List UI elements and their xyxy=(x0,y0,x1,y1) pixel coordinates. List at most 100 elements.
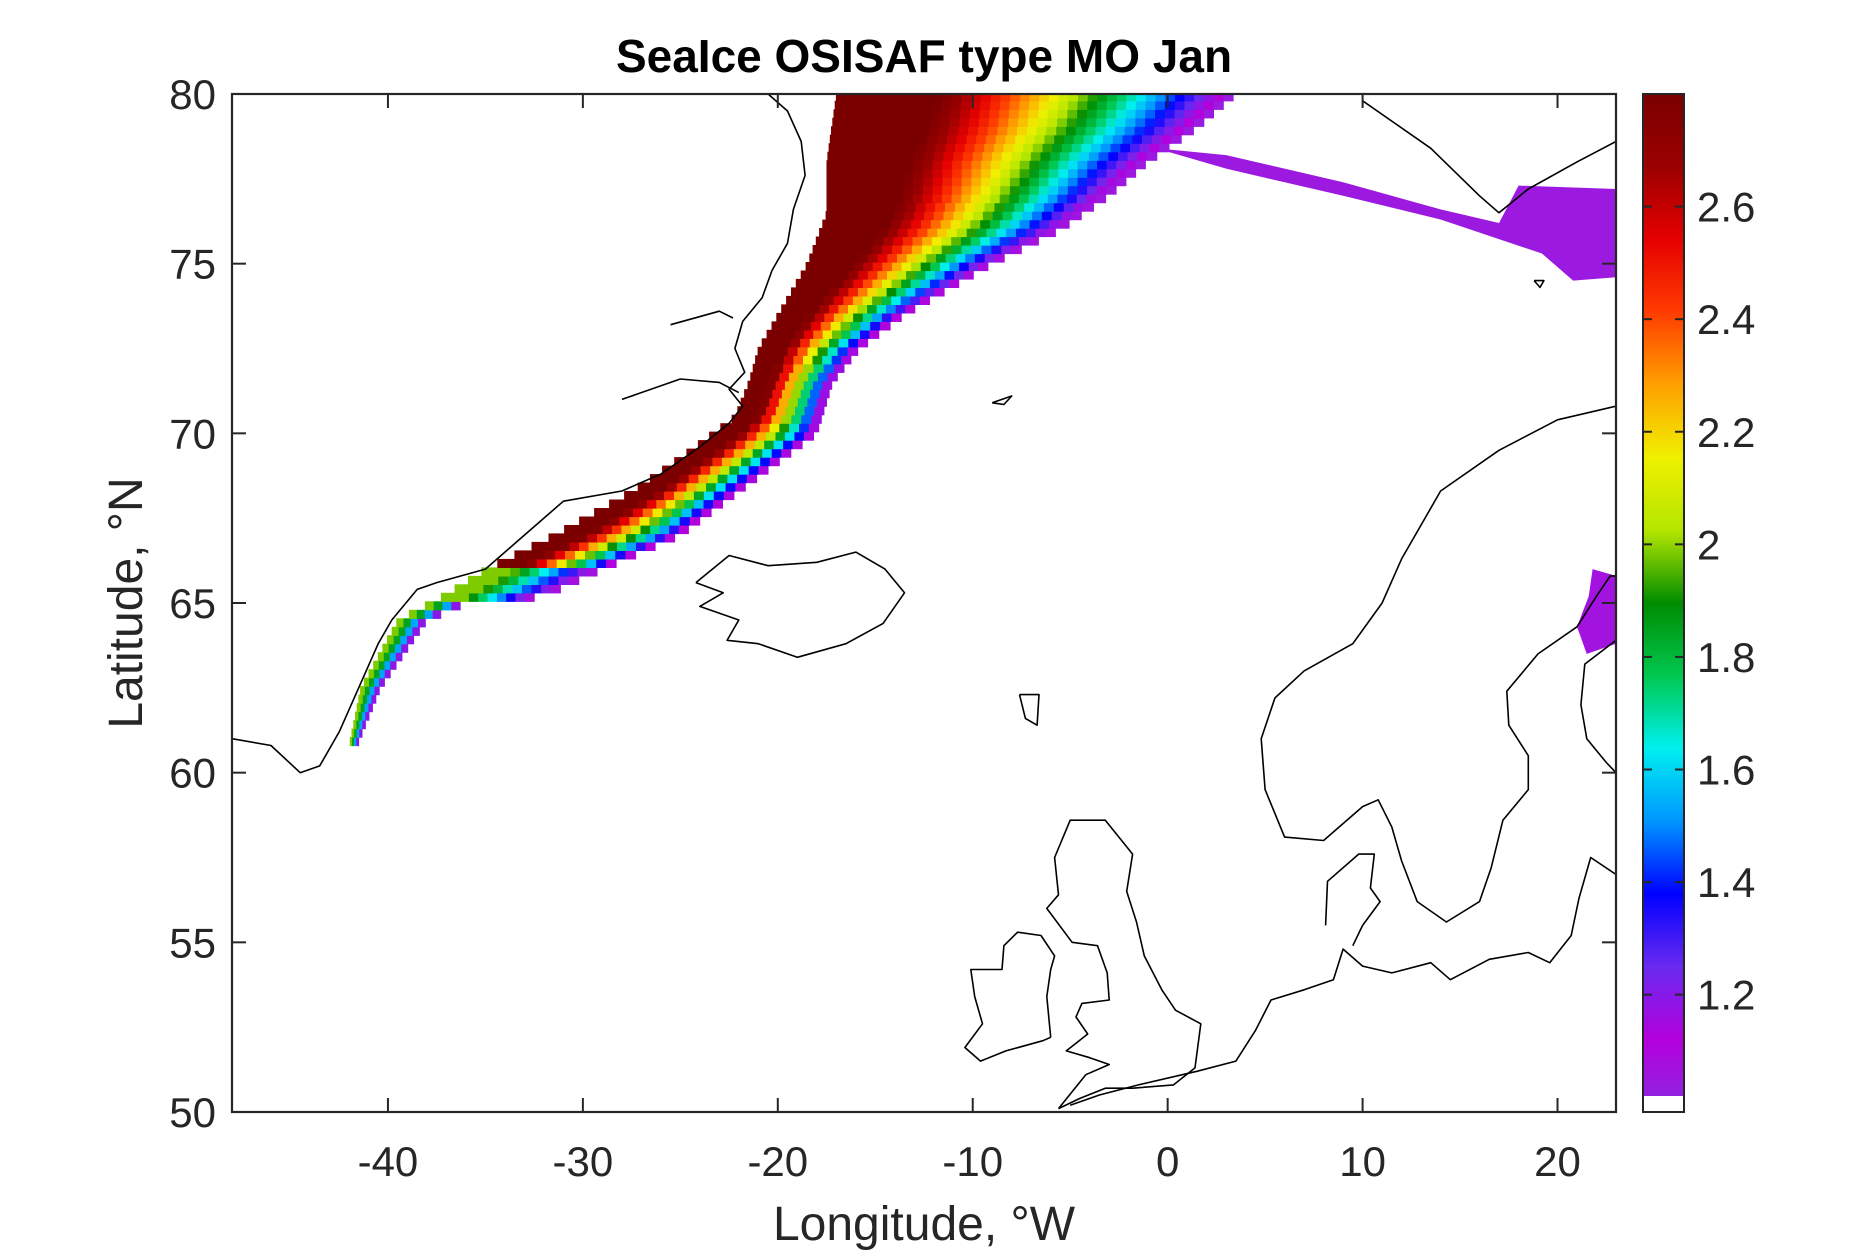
ice-cell xyxy=(645,541,656,551)
ice-cell xyxy=(1009,219,1021,229)
ice-cell xyxy=(731,457,742,467)
ice-cell xyxy=(714,448,725,458)
ice-cell xyxy=(478,575,489,585)
ice-cell xyxy=(932,194,943,204)
ice-cell xyxy=(536,558,548,568)
ice-cell xyxy=(860,126,871,136)
ice-cell xyxy=(595,550,606,560)
ice-cell xyxy=(775,380,786,390)
colorbar-nodata-swatch xyxy=(1643,1096,1684,1112)
ice-cell xyxy=(876,304,887,314)
ice-cell xyxy=(881,295,892,305)
ice-cell xyxy=(874,168,886,178)
ice-cell xyxy=(569,541,580,551)
ice-cell xyxy=(1155,100,1166,110)
ice-cell xyxy=(1048,160,1059,170)
ice-cell xyxy=(1018,194,1030,204)
ice-cell xyxy=(1073,134,1085,144)
ice-cell xyxy=(1096,185,1107,195)
ice-cell xyxy=(990,94,1002,102)
ice-cell xyxy=(949,278,960,288)
ice-cell xyxy=(356,728,360,738)
ice-cell xyxy=(1009,194,1020,204)
ice-cell xyxy=(1106,177,1117,187)
ice-cell xyxy=(931,100,943,110)
ice-cell xyxy=(830,321,842,331)
ice-cell xyxy=(669,516,681,526)
ice-cell xyxy=(801,414,812,424)
ice-cell xyxy=(1015,134,1026,144)
ice-cell xyxy=(856,151,867,161)
ice-cell xyxy=(951,245,963,255)
ice-cell xyxy=(855,94,866,102)
ice-cell xyxy=(857,287,869,297)
ice-cell xyxy=(1045,228,1056,238)
ice-cell xyxy=(1081,143,1092,153)
ice-cell xyxy=(872,312,883,322)
ice-cell xyxy=(828,143,839,153)
ice-cell xyxy=(886,304,897,314)
ice-cell xyxy=(1028,194,1039,204)
ice-cell xyxy=(845,168,857,178)
ice-cell xyxy=(694,499,705,509)
ice-cell xyxy=(882,278,893,288)
ice-cell xyxy=(778,397,789,407)
ice-cell xyxy=(872,295,883,305)
ice-cell xyxy=(1019,100,1030,110)
ice-cell xyxy=(433,601,444,611)
ice-cell xyxy=(800,287,811,297)
ice-cell xyxy=(840,321,852,331)
ice-cell xyxy=(1003,143,1014,153)
ice-cell xyxy=(903,168,915,178)
ice-cell xyxy=(1071,143,1082,153)
ice-cell xyxy=(568,575,580,585)
ice-cell xyxy=(832,117,843,127)
ice-cell xyxy=(884,211,895,221)
ice-cell xyxy=(1017,126,1028,136)
ice-cell xyxy=(934,287,945,297)
ice-cell xyxy=(801,321,812,331)
ice-cell xyxy=(882,262,893,272)
ice-cell xyxy=(805,312,816,322)
ice-cell xyxy=(395,643,402,653)
ice-cell xyxy=(1048,177,1059,187)
ice-cell xyxy=(1106,168,1117,178)
ice-cell xyxy=(886,143,898,153)
ice-cell xyxy=(597,533,608,543)
ice-cell xyxy=(1100,143,1112,153)
ice-cell xyxy=(925,143,937,153)
plot-area xyxy=(232,94,1616,1112)
ice-cell xyxy=(805,278,816,288)
ice-cell xyxy=(904,151,916,161)
ice-cell xyxy=(895,304,906,314)
ice-cell xyxy=(927,228,938,238)
ice-cell xyxy=(845,185,856,195)
ice-cell xyxy=(529,567,540,577)
ice-cell xyxy=(1120,143,1131,153)
ice-cell xyxy=(1008,117,1019,127)
ice-cell xyxy=(1009,177,1021,187)
ice-cell xyxy=(865,160,876,170)
ice-cell xyxy=(401,643,409,653)
ice-cell xyxy=(611,525,623,535)
ice-cell xyxy=(881,312,893,322)
ice-cell xyxy=(1163,126,1175,136)
ice-cell xyxy=(930,262,941,272)
ice-cell xyxy=(1049,94,1060,102)
ice-cell xyxy=(1116,94,1128,102)
ice-cell xyxy=(634,491,645,501)
ice-cell xyxy=(945,253,956,263)
ice-cell xyxy=(671,465,682,475)
ice-cell xyxy=(698,474,709,484)
ice-cell xyxy=(877,287,888,297)
ice-cell xyxy=(1194,109,1205,119)
ice-cell xyxy=(766,406,777,416)
ice-cell xyxy=(1122,134,1133,144)
ice-cell xyxy=(968,262,979,272)
ice-cell xyxy=(556,558,568,568)
ice-cell xyxy=(939,117,951,127)
ice-cell xyxy=(956,134,968,144)
ice-cell xyxy=(1030,151,1042,161)
ice-cell xyxy=(793,355,804,365)
ice-cell xyxy=(932,185,943,195)
